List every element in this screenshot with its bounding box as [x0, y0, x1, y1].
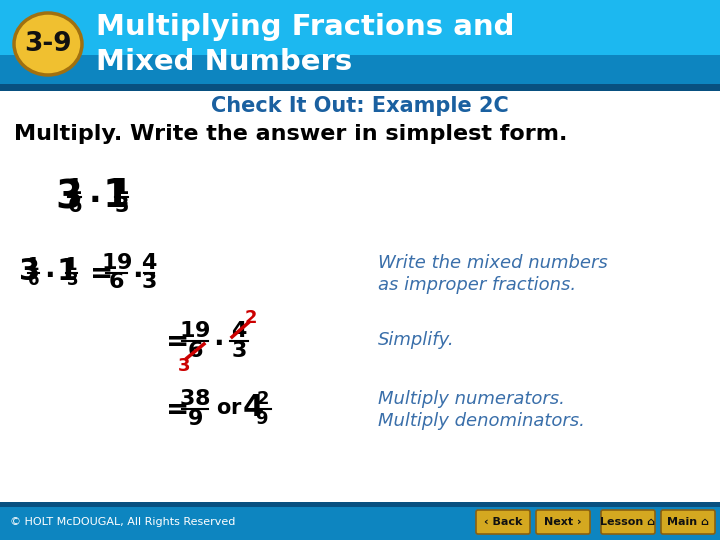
Text: Simplify.: Simplify. [378, 331, 454, 349]
Text: Multiply numerators.: Multiply numerators. [378, 390, 565, 408]
Text: $\mathbf{3}$: $\mathbf{3}$ [177, 357, 191, 375]
Text: $\mathbf{4}$: $\mathbf{4}$ [242, 394, 264, 422]
Text: $\mathbf{or}$: $\mathbf{or}$ [216, 398, 243, 418]
Text: $\mathbf{4}$: $\mathbf{4}$ [231, 321, 247, 341]
Text: Multiply. Write the answer in simplest form.: Multiply. Write the answer in simplest f… [14, 124, 567, 144]
Text: $\mathbf{6}$: $\mathbf{6}$ [67, 195, 82, 216]
Text: $\mathbf{\cdot}$: $\mathbf{\cdot}$ [88, 181, 99, 214]
Bar [0, 502, 720, 507]
Text: $\mathbf{2}$: $\mathbf{2}$ [256, 390, 269, 408]
FancyBboxPatch shape [476, 510, 530, 534]
Text: $\mathbf{1}$: $\mathbf{1}$ [102, 177, 129, 215]
FancyBboxPatch shape [601, 510, 655, 534]
Text: $\mathbf{1}$: $\mathbf{1}$ [67, 178, 82, 198]
Text: Multiplying Fractions and: Multiplying Fractions and [96, 13, 515, 41]
Text: $\mathbf{=}$: $\mathbf{=}$ [84, 258, 112, 286]
Text: Check It Out: Example 2C: Check It Out: Example 2C [211, 96, 509, 116]
Bar [0, 0, 720, 88]
Bar [0, 504, 720, 540]
Text: $\mathbf{=}$: $\mathbf{=}$ [160, 326, 188, 354]
FancyBboxPatch shape [536, 510, 590, 534]
FancyBboxPatch shape [661, 510, 715, 534]
Text: $\mathbf{6}$: $\mathbf{6}$ [27, 271, 40, 289]
Bar [0, 55, 720, 88]
Text: $\mathbf{3}$: $\mathbf{3}$ [114, 195, 129, 216]
Text: $\mathbf{19}$: $\mathbf{19}$ [179, 321, 211, 341]
Text: Lesson ⌂: Lesson ⌂ [600, 517, 656, 527]
Text: $\mathbf{1}$: $\mathbf{1}$ [27, 256, 40, 274]
Text: $\mathbf{4}$: $\mathbf{4}$ [141, 253, 157, 273]
Text: $\mathbf{19}$: $\mathbf{19}$ [101, 253, 132, 273]
Text: $\mathbf{1}$: $\mathbf{1}$ [66, 256, 78, 274]
Text: ‹ Back: ‹ Back [484, 517, 522, 527]
Bar [0, 84, 720, 91]
Text: $\mathbf{6}$: $\mathbf{6}$ [108, 272, 125, 292]
Text: Next ›: Next › [544, 517, 582, 527]
Text: © HOLT McDOUGAL, All Rights Reserved: © HOLT McDOUGAL, All Rights Reserved [10, 517, 235, 527]
Text: $\mathbf{\cdot}$: $\mathbf{\cdot}$ [44, 260, 54, 288]
Text: $\mathbf{6}$: $\mathbf{6}$ [187, 341, 203, 361]
Text: $\mathbf{\cdot}$: $\mathbf{\cdot}$ [213, 328, 223, 356]
Text: $\mathbf{9}$: $\mathbf{9}$ [187, 409, 203, 429]
Text: $\mathbf{1}$: $\mathbf{1}$ [114, 178, 129, 198]
Text: $\mathbf{3}$: $\mathbf{3}$ [66, 271, 78, 289]
Text: Main ⌂: Main ⌂ [667, 517, 709, 527]
Text: $\mathbf{2}$: $\mathbf{2}$ [243, 309, 256, 327]
Text: $\mathbf{3}$: $\mathbf{3}$ [231, 341, 247, 361]
Text: Mixed Numbers: Mixed Numbers [96, 48, 352, 76]
Text: 3-9: 3-9 [24, 31, 72, 57]
Text: $\mathbf{=}$: $\mathbf{=}$ [160, 394, 188, 422]
Text: $\mathbf{\cdot}$: $\mathbf{\cdot}$ [132, 260, 142, 288]
Text: $\mathbf{38}$: $\mathbf{38}$ [179, 389, 211, 409]
Text: $\mathbf{9}$: $\mathbf{9}$ [256, 410, 269, 428]
Text: $\mathbf{3}$: $\mathbf{3}$ [55, 177, 81, 215]
Text: Multiply denominators.: Multiply denominators. [378, 412, 585, 430]
Text: $\mathbf{3}$: $\mathbf{3}$ [18, 258, 39, 287]
Text: as improper fractions.: as improper fractions. [378, 276, 576, 294]
Ellipse shape [14, 13, 82, 75]
Text: Write the mixed numbers: Write the mixed numbers [378, 254, 608, 272]
Text: $\mathbf{1}$: $\mathbf{1}$ [56, 258, 77, 287]
Text: $\mathbf{3}$: $\mathbf{3}$ [141, 272, 157, 292]
